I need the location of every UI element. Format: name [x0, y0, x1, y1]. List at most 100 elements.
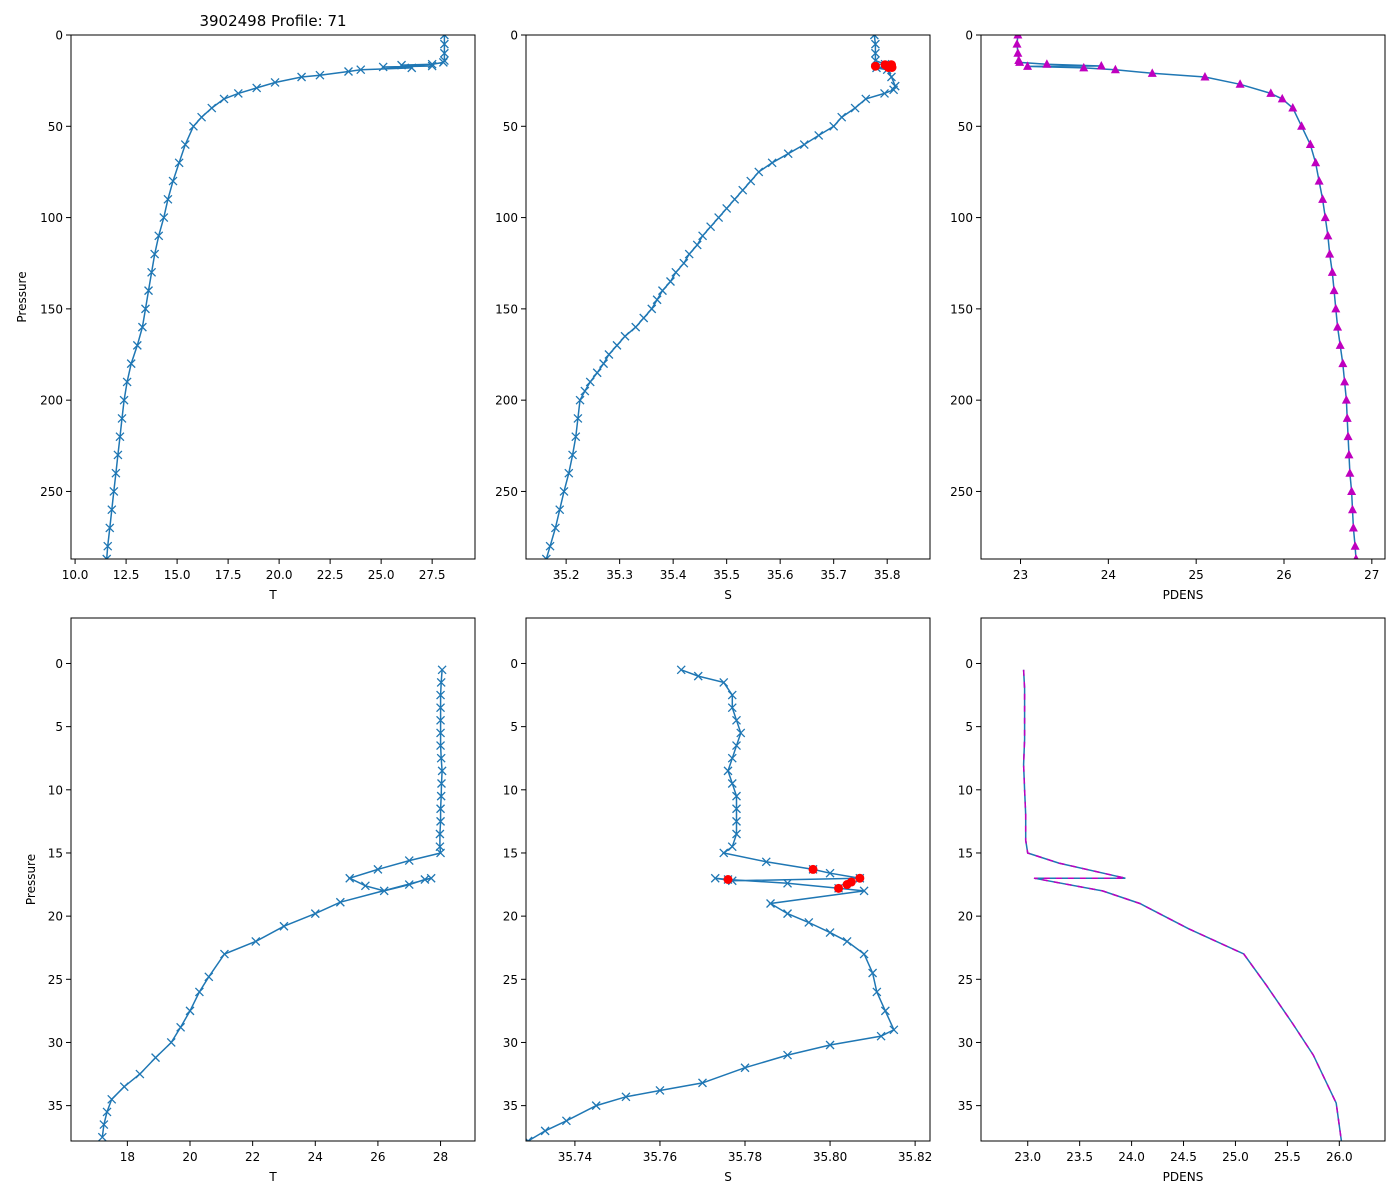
- data-point-x-marker: [115, 432, 125, 442]
- data-point-triangle: [1318, 194, 1328, 203]
- axes-frame: [70, 617, 476, 1142]
- data-point-x-marker: [103, 541, 113, 551]
- data-point-triangle: [1340, 376, 1350, 386]
- x-tick-label: 27: [1364, 568, 1379, 582]
- data-point-x-marker: [174, 158, 184, 168]
- axes-frame: [525, 617, 931, 1142]
- data-point-x-marker: [439, 48, 449, 58]
- y-tick-label: 0: [55, 29, 63, 43]
- data-point-x-marker: [404, 880, 414, 890]
- data-point-x-marker: [671, 267, 681, 277]
- y-tick-label: 15: [48, 846, 63, 860]
- x-tick-label: 25.0: [1222, 1150, 1249, 1164]
- data-point-x-marker: [119, 1082, 129, 1092]
- data-point-x-marker: [804, 917, 814, 927]
- data-point-x-marker: [842, 936, 852, 946]
- data-point-x-marker: [666, 277, 675, 286]
- data-point-x-marker: [344, 67, 353, 76]
- data-point-triangle: [1305, 139, 1315, 149]
- data-point-x-marker: [612, 340, 622, 350]
- data-point-x-marker: [719, 677, 729, 687]
- plot-area: [526, 665, 899, 1141]
- data-point-triangle: [1012, 39, 1022, 48]
- data-point-x-marker: [105, 523, 115, 533]
- data-point-x-marker: [436, 703, 446, 713]
- data-point-x-marker: [132, 340, 142, 350]
- data-point-triangle: [1235, 79, 1245, 88]
- data-point-x-marker: [740, 1063, 750, 1073]
- data-point-x-marker: [180, 140, 190, 150]
- data-point-x-marker: [657, 286, 667, 296]
- data-point-x-marker: [754, 167, 764, 177]
- data-point-x-marker: [163, 194, 173, 204]
- data-point-x-marker: [102, 1107, 112, 1117]
- data-point-x-marker: [150, 249, 160, 259]
- data-point-triangle: [1015, 57, 1025, 66]
- data-point-triangle: [1342, 413, 1352, 422]
- data-point-x-marker: [679, 258, 689, 268]
- y-tick-label: 0: [510, 657, 518, 671]
- data-point-triangle: [1266, 88, 1276, 97]
- data-point-x-marker: [727, 779, 737, 788]
- data-point-x-marker: [799, 140, 809, 150]
- data-point-x-marker: [176, 1022, 186, 1032]
- y-tick-label: 35: [48, 1099, 63, 1113]
- data-point-x-marker: [706, 222, 716, 232]
- data-point-x-marker: [541, 554, 551, 559]
- data-point-triangle: [1345, 468, 1355, 477]
- data-point-x-marker: [270, 78, 280, 87]
- data-point-x-marker: [561, 1116, 571, 1126]
- x-tick-label: 25.5: [1274, 1150, 1301, 1164]
- data-point-x-marker: [736, 728, 746, 738]
- plot-area: [97, 665, 447, 1141]
- data-point-x-marker: [684, 249, 694, 259]
- data-point-x-marker: [655, 1086, 665, 1095]
- data-point-x-marker: [102, 554, 112, 559]
- data-point-x-marker: [426, 873, 436, 883]
- panel-PDENS_full: 23 24 25 26 27 0 50 100 150 200 250 PDENS: [950, 29, 1386, 602]
- y-tick-label: 50: [503, 120, 518, 134]
- data-point-x-marker: [107, 505, 117, 515]
- data-point-x-marker: [109, 486, 119, 496]
- x-tick-label: 35.4: [660, 568, 687, 582]
- x-tick-label: 35.7: [820, 568, 847, 582]
- x-tick-label: 24: [1101, 568, 1116, 582]
- y-tick-label: 200: [40, 394, 63, 408]
- data-point-x-marker: [861, 94, 871, 104]
- data-point-x-marker: [439, 39, 449, 49]
- data-point-x-marker: [310, 909, 320, 919]
- x-tick-label: 18: [120, 1150, 135, 1164]
- data-point-x-marker: [571, 432, 581, 442]
- data-point-triangle: [1323, 230, 1333, 240]
- data-point-x-marker: [345, 873, 355, 883]
- data-point-x-marker: [107, 1094, 117, 1104]
- data-point-x-marker: [575, 395, 585, 405]
- data-point-x-marker: [436, 816, 446, 826]
- data-point-x-marker: [427, 59, 437, 69]
- x-tick-label: 35.5: [713, 568, 740, 582]
- y-tick-label: 200: [495, 394, 518, 408]
- x-tick-label: 26: [1276, 568, 1291, 582]
- data-point-triangle: [1348, 504, 1358, 514]
- x-tick-label: 35.8: [874, 568, 901, 582]
- series-line-s: [545, 35, 897, 559]
- y-tick-label: 0: [55, 657, 63, 671]
- data-point-triangle: [1096, 61, 1106, 70]
- panel-S_zoom: 35.74 35.76 35.78 35.80 35.82 0 5 10 15 20 25 30 35 S: [503, 617, 932, 1184]
- data-point-x-marker: [766, 899, 775, 908]
- x-axis-label: T: [268, 588, 277, 602]
- data-point-x-marker: [360, 881, 370, 891]
- data-point-x-marker: [714, 213, 724, 223]
- data-point-triangle: [1343, 431, 1353, 441]
- data-point-x-marker: [732, 715, 741, 725]
- data-point-x-marker: [194, 987, 204, 997]
- y-tick-label: 100: [950, 211, 973, 225]
- flagged-point: [870, 61, 880, 71]
- figure-title: 3902498 Profile: 71: [199, 12, 346, 30]
- x-tick-label: 26.0: [1326, 1150, 1353, 1164]
- data-point-x-marker: [147, 267, 157, 277]
- data-point-x-marker: [99, 1120, 109, 1130]
- data-point-x-marker: [732, 816, 741, 826]
- y-tick-label: 5: [965, 720, 973, 734]
